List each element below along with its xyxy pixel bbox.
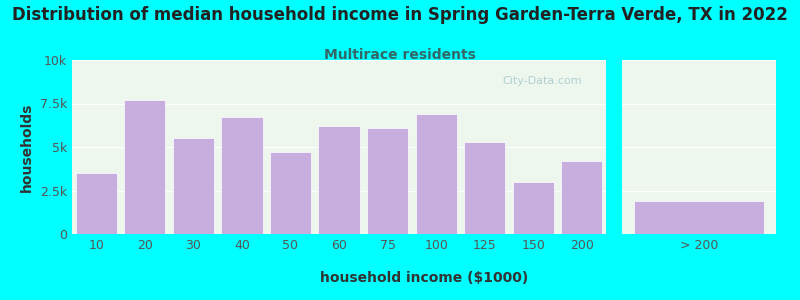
Bar (270, 152, 311, 234)
Y-axis label: households: households (20, 102, 34, 192)
Bar (513, 182, 554, 234)
Bar (76, 173, 117, 234)
Bar (124, 100, 166, 234)
Bar (415, 114, 457, 234)
Text: household income ($1000): household income ($1000) (320, 271, 528, 285)
Text: Distribution of median household income in Spring Garden-Terra Verde, TX in 2022: Distribution of median household income … (12, 6, 788, 24)
Bar (318, 126, 360, 234)
Bar (561, 161, 602, 234)
Bar (222, 117, 262, 234)
Bar (634, 201, 765, 234)
Text: Multirace residents: Multirace residents (324, 48, 476, 62)
Bar (367, 128, 408, 234)
Bar (464, 142, 506, 234)
Text: City-Data.com: City-Data.com (502, 76, 582, 86)
Bar (173, 138, 214, 234)
